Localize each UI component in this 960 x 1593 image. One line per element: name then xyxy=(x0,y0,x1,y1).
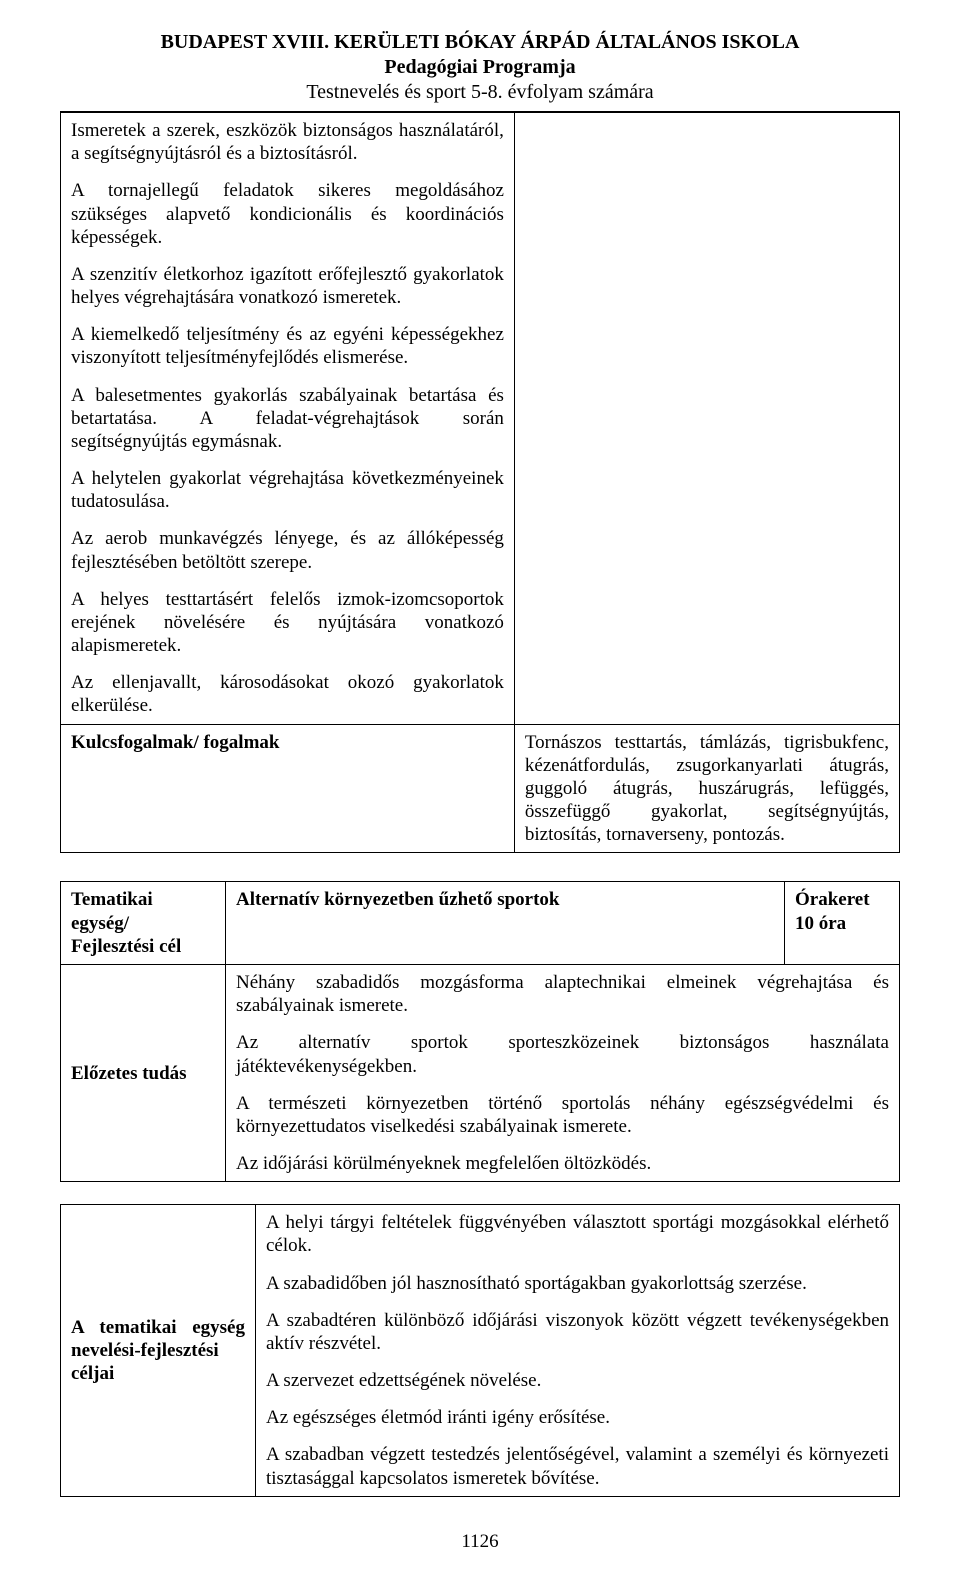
block3-para-3: A szervezet edzettségének növelése. xyxy=(266,1369,889,1392)
elozetes-label: Előzetes tudás xyxy=(61,964,226,1181)
block2-para-0: Néhány szabadidős mozgásforma alaptechni… xyxy=(236,971,889,1017)
block2-para-2: A természeti környezetben történő sporto… xyxy=(236,1092,889,1138)
block1-para-0: Ismeretek a szerek, eszközök biztonságos… xyxy=(71,119,504,165)
kulcsfogalmak-label: Kulcsfogalmak/ fogalmak xyxy=(61,724,515,853)
tematikai-label: Tematikai egység/ Fejlesztési cél xyxy=(61,882,226,965)
block-1-table: Ismeretek a szerek, eszközök biztonságos… xyxy=(60,112,900,853)
header-line-2: Pedagógiai Programja xyxy=(60,55,900,80)
block3-para-1: A szabadidőben jól hasznosítható sportág… xyxy=(266,1272,889,1295)
block1-para-8: Az ellenjavallt, károsodásokat okozó gya… xyxy=(71,671,504,717)
block3-para-2: A szabadtéren különböző időjárási viszon… xyxy=(266,1309,889,1355)
block-3-table: A tematikai egység nevelési-fejlesztési … xyxy=(60,1204,900,1497)
elozetes-text-cell: Néhány szabadidős mozgásforma alaptechni… xyxy=(226,964,900,1181)
tematikai-celjai-text-cell: A helyi tárgyi feltételek függvényében v… xyxy=(256,1205,900,1497)
block2-para-3: Az időjárási körülményeknek megfelelően … xyxy=(236,1152,889,1175)
block1-para-5: A helytelen gyakorlat végrehajtása követ… xyxy=(71,467,504,513)
block2-para-1: Az alternatív sportok sporteszközeinek b… xyxy=(236,1031,889,1077)
block3-para-5: A szabadban végzett testedzés jelentőség… xyxy=(266,1443,889,1489)
block1-para-6: Az aerob munkavégzés lényege, és az álló… xyxy=(71,527,504,573)
document-header: BUDAPEST XVIII. KERÜLETI BÓKAY ÁRPÁD ÁLT… xyxy=(60,30,900,105)
block3-para-0: A helyi tárgyi feltételek függvényében v… xyxy=(266,1211,889,1257)
block-1-text-cell: Ismeretek a szerek, eszközök biztonságos… xyxy=(61,113,515,725)
block1-para-3: A kiemelkedő teljesítmény és az egyéni k… xyxy=(71,323,504,369)
orakeret-label: Órakeret xyxy=(795,888,889,911)
orakeret-cell: Órakeret 10 óra xyxy=(785,882,900,965)
orakeret-value: 10 óra xyxy=(795,912,889,935)
block1-para-4: A balesetmentes gyakorlás szabályainak b… xyxy=(71,384,504,454)
tematikai-celjai-label: A tematikai egység nevelési-fejlesztési … xyxy=(61,1205,256,1497)
header-line-3: Testnevelés és sport 5-8. évfolyam számá… xyxy=(60,80,900,105)
page-number: 1126 xyxy=(60,1531,900,1553)
header-line-1: BUDAPEST XVIII. KERÜLETI BÓKAY ÁRPÁD ÁLT… xyxy=(60,30,900,55)
tematikai-title: Alternatív környezetben űzhető sportok xyxy=(226,882,785,965)
block1-para-2: A szenzitív életkorhoz igazított erőfejl… xyxy=(71,263,504,309)
block3-para-4: Az egészséges életmód iránti igény erősí… xyxy=(266,1406,889,1429)
block1-para-1: A tornajellegű feladatok sikeres megoldá… xyxy=(71,179,504,249)
kulcsfogalmak-text: Tornászos testtartás, támlázás, tigrisbu… xyxy=(514,724,899,853)
block-1-empty-cell xyxy=(514,113,899,725)
block-2-table: Tematikai egység/ Fejlesztési cél Altern… xyxy=(60,881,900,1182)
block1-para-7: A helyes testtartásért felelős izmok-izo… xyxy=(71,588,504,658)
